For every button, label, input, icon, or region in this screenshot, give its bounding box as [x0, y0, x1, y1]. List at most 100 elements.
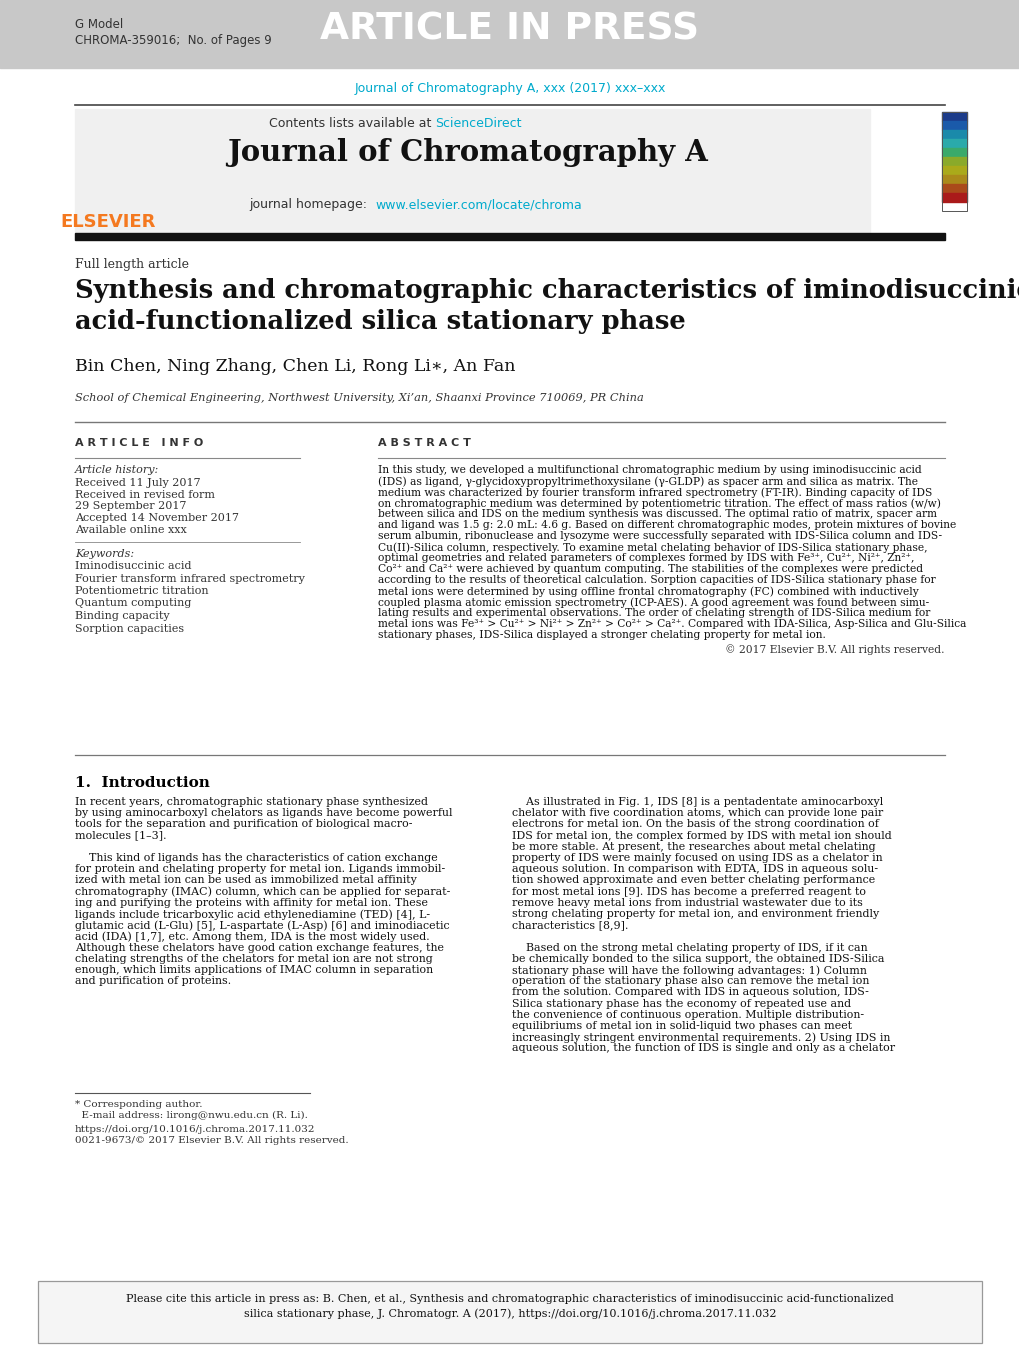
Text: ized with metal ion can be used as immobilized metal affinity: ized with metal ion can be used as immob… — [75, 875, 417, 885]
Text: ligands include tricarboxylic acid ethylenediamine (TED) [4], L-: ligands include tricarboxylic acid ethyl… — [75, 909, 430, 920]
Text: In this study, we developed a multifunctional chromatographic medium by using im: In this study, we developed a multifunct… — [378, 465, 921, 476]
Text: acid (IDA) [1,7], etc. Among them, IDA is the most widely used.: acid (IDA) [1,7], etc. Among them, IDA i… — [75, 931, 429, 942]
Text: Contents lists available at: Contents lists available at — [268, 118, 434, 130]
Text: Iminodisuccinic acid: Iminodisuccinic acid — [75, 561, 192, 571]
Text: 1.  Introduction: 1. Introduction — [75, 775, 210, 790]
Text: Co²⁺ and Ca²⁺ were achieved by quantum computing. The stabilities of the complex: Co²⁺ and Ca²⁺ were achieved by quantum c… — [378, 563, 922, 574]
Text: strong chelating property for metal ion, and environment friendly: strong chelating property for metal ion,… — [512, 909, 878, 919]
Text: Bin Chen, Ning Zhang, Chen Li, Rong Li∗, An Fan: Bin Chen, Ning Zhang, Chen Li, Rong Li∗,… — [75, 358, 515, 376]
Text: for most metal ions [9]. IDS has become a preferred reagent to: for most metal ions [9]. IDS has become … — [512, 886, 865, 897]
Text: 0021-9673/© 2017 Elsevier B.V. All rights reserved.: 0021-9673/© 2017 Elsevier B.V. All right… — [75, 1136, 348, 1146]
Bar — [942, 130, 966, 139]
Text: A R T I C L E   I N F O: A R T I C L E I N F O — [75, 438, 203, 449]
Text: lating results and experimental observations. The order of chelating strength of: lating results and experimental observat… — [378, 608, 929, 617]
Text: Potentiometric titration: Potentiometric titration — [75, 586, 209, 596]
Text: silica stationary phase, J. Chromatogr. A (2017), https://doi.org/10.1016/j.chro: silica stationary phase, J. Chromatogr. … — [244, 1308, 775, 1319]
Text: ELSEVIER: ELSEVIER — [60, 213, 156, 231]
Bar — [942, 184, 966, 193]
Text: increasingly stringent environmental requirements. 2) Using IDS in: increasingly stringent environmental req… — [512, 1032, 890, 1043]
Text: property of IDS were mainly focused on using IDS as a chelator in: property of IDS were mainly focused on u… — [512, 852, 881, 863]
Text: medium was characterized by fourier transform infrared spectrometry (FT-IR). Bin: medium was characterized by fourier tran… — [378, 486, 931, 497]
Text: Full length article: Full length article — [75, 258, 189, 272]
Text: Received in revised form: Received in revised form — [75, 490, 215, 500]
Text: optimal geometries and related parameters of complexes formed by IDS with Fe³⁺, : optimal geometries and related parameter… — [378, 553, 913, 563]
Text: stationary phases, IDS-Silica displayed a stronger chelating property for metal : stationary phases, IDS-Silica displayed … — [378, 630, 825, 640]
Text: Available online xxx: Available online xxx — [75, 526, 186, 535]
Bar — [942, 149, 966, 157]
Text: from the solution. Compared with IDS in aqueous solution, IDS-: from the solution. Compared with IDS in … — [512, 988, 868, 997]
Text: (IDS) as ligand, γ-glycidoxypropyltrimethoxysilane (γ-GLDP) as spacer arm and si: (IDS) as ligand, γ-glycidoxypropyltrimet… — [378, 476, 917, 486]
Text: ScienceDirect: ScienceDirect — [434, 118, 521, 130]
Text: G Model: G Model — [75, 18, 123, 31]
Text: characteristics [8,9].: characteristics [8,9]. — [512, 920, 628, 931]
Text: © 2017 Elsevier B.V. All rights reserved.: © 2017 Elsevier B.V. All rights reserved… — [725, 644, 944, 655]
Text: metal ions was Fe³⁺ > Cu²⁺ > Ni²⁺ > Zn²⁺ > Co²⁺ > Ca²⁺. Compared with IDA-Silica: metal ions was Fe³⁺ > Cu²⁺ > Ni²⁺ > Zn²⁺… — [378, 619, 965, 630]
Text: ARTICLE IN PRESS: ARTICLE IN PRESS — [320, 12, 699, 49]
Text: glutamic acid (L-Glu) [5], L-aspartate (L-Asp) [6] and iminodiacetic: glutamic acid (L-Glu) [5], L-aspartate (… — [75, 920, 449, 931]
Text: www.elsevier.com/locate/chroma: www.elsevier.com/locate/chroma — [375, 199, 581, 211]
Text: IDS for metal ion, the complex formed by IDS with metal ion should: IDS for metal ion, the complex formed by… — [512, 831, 891, 840]
Text: molecules [1–3].: molecules [1–3]. — [75, 831, 166, 840]
Text: stationary phase will have the following advantages: 1) Column: stationary phase will have the following… — [512, 965, 866, 975]
Text: Accepted 14 November 2017: Accepted 14 November 2017 — [75, 513, 238, 523]
Text: aqueous solution. In comparison with EDTA, IDS in aqueous solu-: aqueous solution. In comparison with EDT… — [512, 865, 877, 874]
Bar — [942, 193, 966, 203]
Text: Journal of Chromatography A: Journal of Chromatography A — [227, 138, 708, 168]
Text: for protein and chelating property for metal ion. Ligands immobil-: for protein and chelating property for m… — [75, 865, 445, 874]
Text: Sorption capacities: Sorption capacities — [75, 624, 184, 634]
Bar — [942, 176, 966, 184]
Text: tion showed approximate and even better chelating performance: tion showed approximate and even better … — [512, 875, 874, 885]
Text: equilibriums of metal ion in solid-liquid two phases can meet: equilibriums of metal ion in solid-liqui… — [512, 1021, 851, 1031]
Text: Received 11 July 2017: Received 11 July 2017 — [75, 478, 201, 488]
Text: Although these chelators have good cation exchange features, the: Although these chelators have good catio… — [75, 943, 443, 952]
Text: between silica and IDS on the medium synthesis was discussed. The optimal ratio : between silica and IDS on the medium syn… — [378, 509, 936, 519]
Text: CHROMA-359016;  No. of Pages 9: CHROMA-359016; No. of Pages 9 — [75, 34, 271, 47]
Bar — [942, 139, 966, 149]
Text: be more stable. At present, the researches about metal chelating: be more stable. At present, the research… — [512, 842, 874, 851]
Text: This kind of ligands has the characteristics of cation exchange: This kind of ligands has the characteris… — [75, 852, 437, 863]
Text: Synthesis and chromatographic characteristics of iminodisuccinic
acid-functional: Synthesis and chromatographic characteri… — [75, 278, 1019, 334]
Text: ing and purifying the proteins with affinity for metal ion. These: ing and purifying the proteins with affi… — [75, 898, 428, 908]
Text: Quantum computing: Quantum computing — [75, 598, 192, 608]
Text: chelating strengths of the chelators for metal ion are not strong: chelating strengths of the chelators for… — [75, 954, 432, 963]
Text: and ligand was 1.5 g: 2.0 mL: 4.6 g. Based on different chromatographic modes, p: and ligand was 1.5 g: 2.0 mL: 4.6 g. Bas… — [378, 520, 956, 530]
Text: according to the results of theoretical calculation. Sorption capacities of IDS-: according to the results of theoretical … — [378, 576, 934, 585]
Bar — [38, 1281, 981, 1343]
Text: serum albumin, ribonuclease and lysozyme were successfully separated with IDS-Si: serum albumin, ribonuclease and lysozyme… — [378, 531, 942, 540]
Text: Fourier transform infrared spectrometry: Fourier transform infrared spectrometry — [75, 574, 305, 584]
Text: Journal of Chromatography A, xxx (2017) xxx–xxx: Journal of Chromatography A, xxx (2017) … — [354, 82, 665, 95]
Text: E-mail address: lirong@nwu.edu.cn (R. Li).: E-mail address: lirong@nwu.edu.cn (R. Li… — [75, 1111, 308, 1120]
Bar — [942, 112, 966, 122]
Text: A B S T R A C T: A B S T R A C T — [378, 438, 471, 449]
Text: and purification of proteins.: and purification of proteins. — [75, 977, 231, 986]
Bar — [0, 0, 1019, 68]
Text: Silica stationary phase has the economy of repeated use and: Silica stationary phase has the economy … — [512, 998, 850, 1009]
Text: electrons for metal ion. On the basis of the strong coordination of: electrons for metal ion. On the basis of… — [512, 820, 878, 830]
Text: 29 September 2017: 29 September 2017 — [75, 501, 186, 511]
Text: coupled plasma atomic emission spectrometry (ICP-AES). A good agreement was foun: coupled plasma atomic emission spectrome… — [378, 597, 928, 608]
Bar — [75, 232, 944, 240]
Bar — [942, 112, 966, 211]
Text: journal homepage:: journal homepage: — [249, 199, 375, 211]
Bar — [942, 122, 966, 130]
Text: metal ions were determined by using offline frontal chromatography (FC) combined: metal ions were determined by using offl… — [378, 586, 918, 597]
Text: the convenience of continuous operation. Multiple distribution-: the convenience of continuous operation.… — [512, 1009, 863, 1020]
Text: tools for the separation and purification of biological macro-: tools for the separation and purificatio… — [75, 820, 412, 830]
Text: School of Chemical Engineering, Northwest University, Xi’an, Shaanxi Province 71: School of Chemical Engineering, Northwes… — [75, 393, 643, 403]
Text: * Corresponding author.: * Corresponding author. — [75, 1100, 203, 1109]
Text: by using aminocarboxyl chelators as ligands have become powerful: by using aminocarboxyl chelators as liga… — [75, 808, 452, 819]
Text: operation of the stationary phase also can remove the metal ion: operation of the stationary phase also c… — [512, 977, 868, 986]
Text: chelator with five coordination atoms, which can provide lone pair: chelator with five coordination atoms, w… — [512, 808, 882, 819]
Text: As illustrated in Fig. 1, IDS [8] is a pentadentate aminocarboxyl: As illustrated in Fig. 1, IDS [8] is a p… — [512, 797, 882, 807]
Text: Binding capacity: Binding capacity — [75, 611, 169, 621]
Text: aqueous solution, the function of IDS is single and only as a chelator: aqueous solution, the function of IDS is… — [512, 1043, 895, 1054]
Text: on chromatographic medium was determined by potentiometric titration. The effect: on chromatographic medium was determined… — [378, 499, 941, 508]
Text: chromatography (IMAC) column, which can be applied for separat-: chromatography (IMAC) column, which can … — [75, 886, 450, 897]
Text: remove heavy metal ions from industrial wastewater due to its: remove heavy metal ions from industrial … — [512, 898, 862, 908]
Bar — [942, 166, 966, 176]
Text: Cu(II)-Silica column, respectively. To examine metal chelating behavior of IDS-S: Cu(II)-Silica column, respectively. To e… — [378, 542, 926, 553]
Text: In recent years, chromatographic stationary phase synthesized: In recent years, chromatographic station… — [75, 797, 428, 807]
Text: Please cite this article in press as: B. Chen, et al., Synthesis and chromatogra: Please cite this article in press as: B.… — [126, 1294, 893, 1304]
Text: Article history:: Article history: — [75, 465, 159, 476]
Text: enough, which limits applications of IMAC column in separation: enough, which limits applications of IMA… — [75, 965, 433, 975]
